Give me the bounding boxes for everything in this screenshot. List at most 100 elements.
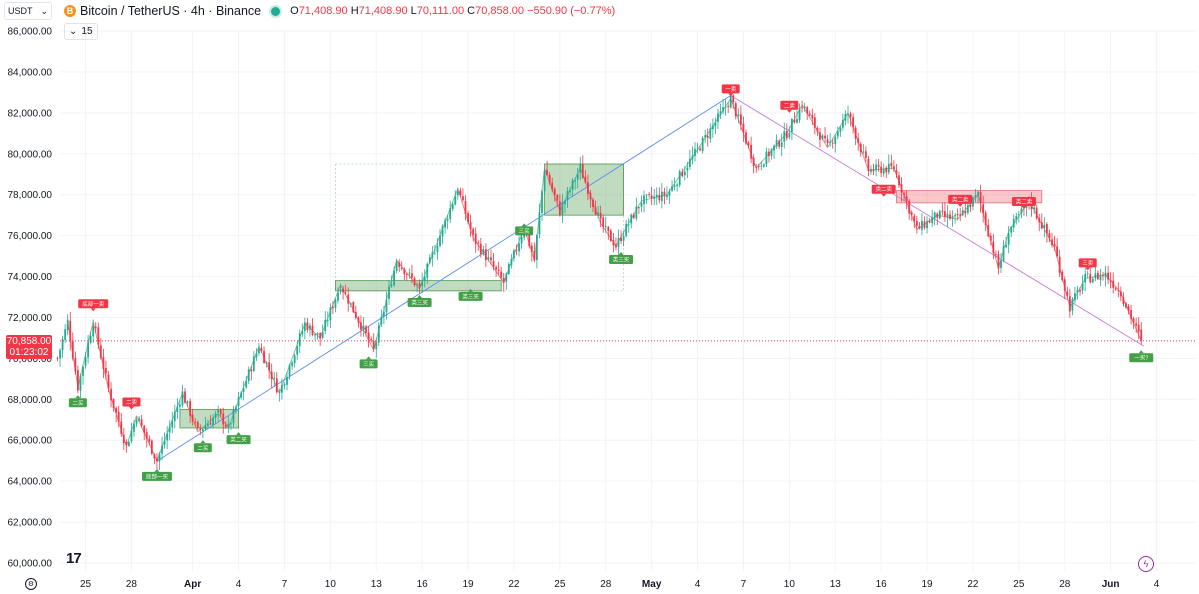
candle-body (617, 238, 620, 247)
candle-body (240, 392, 242, 398)
candle-body (536, 234, 538, 260)
candle-body (808, 113, 811, 116)
candle-body (801, 107, 803, 109)
chart-title[interactable]: Bitcoin / TetherUS · 4h · Binance (80, 4, 262, 18)
candle-body (441, 226, 444, 237)
candle-body (798, 108, 801, 120)
candle-body (992, 241, 995, 253)
candle-body (1046, 224, 1048, 234)
collapse-icon[interactable]: ⌄ (69, 26, 78, 37)
candle-body (717, 113, 719, 123)
tradingview-logo-icon[interactable]: 17 (66, 550, 82, 567)
gear-icon[interactable]: ⚙ (25, 578, 37, 590)
sell-signal-tag: 三卖 (1078, 258, 1097, 271)
candle-body (362, 325, 365, 331)
candle-body (1035, 207, 1038, 219)
symbol-selector-label: USDT (8, 6, 33, 16)
signal-label: 类三买 (462, 292, 479, 300)
candle-body (61, 339, 64, 350)
signal-pointer (200, 440, 206, 444)
signal-pointer (366, 356, 372, 360)
candle-body (1017, 214, 1020, 216)
chevron-down-icon: ⌄ (40, 5, 48, 16)
candle-body (117, 411, 120, 423)
candle-body (788, 132, 791, 138)
candle-body (263, 351, 265, 363)
candle-body (224, 424, 227, 427)
candle-body (375, 341, 378, 350)
candle-body (115, 407, 118, 413)
candle-body (658, 195, 661, 201)
candle-body (487, 257, 490, 260)
candle-body (877, 164, 880, 167)
candle-body (806, 107, 809, 114)
candle-body (171, 420, 174, 428)
candle-body (660, 191, 663, 202)
signal-label: 三买 (519, 227, 531, 235)
x-tick-label: 28 (1059, 579, 1071, 590)
candle-body (1020, 208, 1023, 214)
candle-body (938, 210, 941, 219)
y-tick-label: 84,000.00 (8, 67, 53, 78)
candle-body (997, 254, 1000, 269)
x-tick-label: 13 (371, 579, 383, 590)
candle-body (227, 423, 230, 427)
candle-body (956, 213, 959, 216)
x-tick-label: 25 (1013, 579, 1025, 590)
candle-body (974, 195, 977, 198)
candle-body (964, 211, 967, 214)
x-tick-label: 13 (830, 579, 842, 590)
candle-body (747, 142, 750, 146)
y-tick-label: 60,000.00 (8, 559, 53, 570)
x-tick-label: 25 (554, 579, 566, 590)
candle-body (612, 240, 615, 246)
signal-label: 二买 (72, 399, 84, 407)
candle-body (1117, 290, 1120, 292)
candle-body (413, 277, 416, 286)
signal-label: 类二卖 (875, 185, 892, 193)
candle-body (704, 135, 707, 138)
candle-body (377, 325, 380, 343)
candle-body (296, 346, 299, 355)
candle-body (900, 184, 903, 193)
candle-body (926, 220, 928, 229)
candle-body (923, 221, 926, 228)
candle-body (854, 127, 857, 139)
candle-body (349, 303, 352, 305)
candle-body (518, 243, 520, 252)
candle-body (513, 250, 515, 259)
candle-body (459, 190, 462, 196)
signal-label: 一卖 (725, 86, 737, 93)
candle-body (908, 200, 911, 214)
indicator-legend[interactable]: ⌄ 15 (64, 23, 98, 40)
candle-body (982, 204, 985, 214)
y-tick-label: 74,000.00 (8, 272, 53, 283)
candle-body (329, 307, 332, 321)
candle-body (306, 322, 309, 331)
signal-label: 类三买 (613, 256, 630, 264)
candle-body (337, 292, 339, 301)
lightning-icon[interactable]: ϟ (1138, 556, 1154, 572)
candle-body (548, 175, 551, 184)
signal-pointer (618, 252, 624, 256)
candle-body (398, 262, 401, 267)
candle-body (112, 399, 115, 408)
candle-body (281, 385, 283, 393)
candle-body (584, 176, 587, 183)
stroke-segment (396, 259, 420, 290)
candle-body (380, 316, 383, 325)
candle-body (436, 245, 439, 252)
candle-body (870, 169, 872, 172)
candle-body (1081, 283, 1084, 291)
candle-body (750, 144, 752, 159)
candle-body (1076, 290, 1079, 293)
candle-body (765, 151, 768, 165)
candle-body (209, 423, 212, 425)
symbol-selector[interactable]: USDT ⌄ (4, 2, 52, 20)
candle-body (770, 149, 773, 156)
candle-body (711, 125, 714, 130)
candle-body (842, 119, 844, 128)
signal-pointer (521, 223, 527, 227)
candle-body (872, 169, 875, 172)
